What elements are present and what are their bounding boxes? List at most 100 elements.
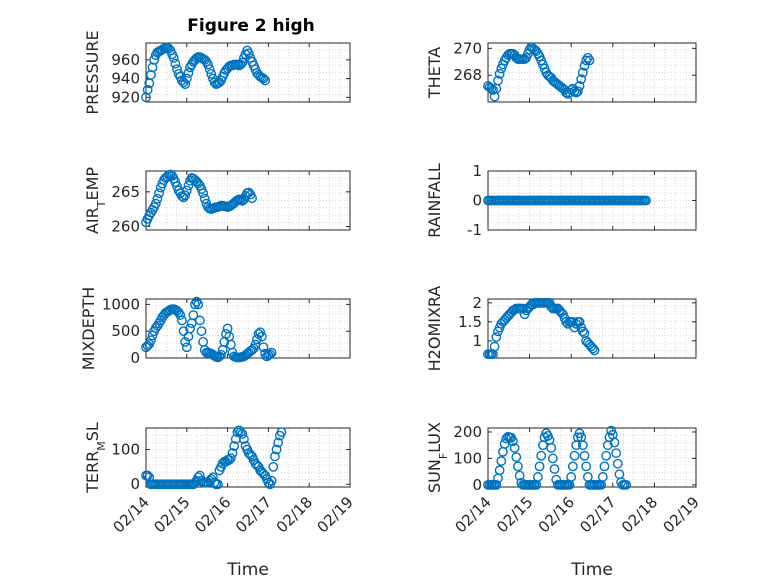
data-point <box>271 444 282 455</box>
data-point <box>263 350 274 361</box>
data-point <box>546 442 557 453</box>
data-point <box>276 427 287 438</box>
data-point <box>599 461 610 472</box>
data-point <box>577 67 588 78</box>
data-point <box>574 316 585 327</box>
y-tick-label: 960 <box>111 51 140 69</box>
x-tick-label: 02/14 <box>452 493 495 536</box>
data-point <box>150 323 161 333</box>
data-point <box>569 86 580 97</box>
y-tick-label: 265 <box>111 183 140 201</box>
data-point <box>614 469 625 480</box>
data-point <box>579 60 590 71</box>
data-point <box>180 337 191 347</box>
data-point <box>141 342 151 353</box>
data-point <box>168 53 179 63</box>
y-tick-label: 0 <box>130 475 140 493</box>
data-point <box>142 340 153 351</box>
y-tick-label: 0 <box>472 476 482 494</box>
axes-box <box>487 298 697 359</box>
data-point <box>243 187 254 198</box>
data-point <box>181 342 192 353</box>
panel-sun_flux: 0 100 200SUNFLUX02/1402/1502/1602/1702/180… <box>425 422 703 580</box>
data-point <box>216 349 226 360</box>
panel-rainfall: -1 0 1 RAINFALL <box>425 162 697 239</box>
x-tick-label: 02/17 <box>232 493 275 536</box>
panel-h2omixra: 11.52 H2OMIXRA <box>425 286 697 372</box>
data-point <box>163 43 174 54</box>
data-point <box>270 451 280 462</box>
data-point <box>181 73 192 84</box>
data-point <box>245 346 256 356</box>
data-point <box>582 52 593 63</box>
data-point <box>266 347 277 358</box>
y-tick-label: -1 <box>467 221 482 239</box>
data-point <box>489 341 500 352</box>
data-point <box>193 299 204 310</box>
data-point <box>258 342 269 353</box>
y-axis-label: H2OMIXRA <box>425 286 444 372</box>
y-axis-label: SUNFLUX <box>425 422 450 493</box>
data-point <box>178 326 189 337</box>
x-tick-label: 02/18 <box>273 493 316 536</box>
data-point <box>536 450 547 461</box>
y-tick-label: 940 <box>111 70 140 88</box>
data-point <box>491 332 502 342</box>
data-point <box>260 75 271 86</box>
data-point <box>170 58 181 69</box>
data-point <box>193 178 204 189</box>
data-point <box>498 446 508 457</box>
data-point <box>577 326 588 337</box>
axes-box <box>487 42 697 103</box>
y-tick-label: 0 <box>472 192 482 210</box>
data-point <box>227 448 238 458</box>
data-point <box>203 59 213 70</box>
data-point <box>145 335 156 346</box>
data-point <box>514 470 525 481</box>
data-point <box>152 193 163 204</box>
data-point <box>247 345 257 355</box>
data-point <box>237 57 248 68</box>
data-point <box>567 461 578 472</box>
data-point <box>186 318 197 329</box>
data-point <box>519 54 530 64</box>
y-tick-label: 1.5 <box>458 313 482 331</box>
data-point <box>221 328 231 339</box>
data-point <box>494 68 505 79</box>
y-axis-label: TERRMSL <box>83 422 108 494</box>
axes-box <box>145 42 351 103</box>
x-axis-label: Time <box>226 560 269 580</box>
data-point <box>243 48 254 59</box>
figure-title: Figure 2 high <box>187 16 315 36</box>
y-tick-label: 1000 <box>102 295 140 313</box>
y-tick-label: 0 <box>130 349 140 367</box>
data-point <box>584 55 595 66</box>
axes-box <box>145 170 351 231</box>
data-point <box>531 46 542 56</box>
data-point <box>206 69 217 79</box>
data-point <box>150 198 161 209</box>
data-point <box>576 74 587 85</box>
data-point <box>265 349 275 360</box>
data-point <box>611 448 622 459</box>
data-point <box>491 479 502 490</box>
data-point <box>494 465 505 476</box>
data-point <box>232 427 243 438</box>
y-axis-label: AIRTEMP <box>83 167 108 234</box>
data-point <box>621 479 632 490</box>
data-point <box>547 453 558 464</box>
axes-box <box>145 427 351 488</box>
y-tick-label: 1 <box>472 332 482 350</box>
data-point <box>177 315 187 326</box>
y-tick-label: 920 <box>111 88 140 106</box>
data-point <box>496 456 507 466</box>
data-point <box>181 185 192 196</box>
data-point <box>577 440 588 451</box>
y-tick-label: 500 <box>111 322 140 340</box>
y-tick-label: 200 <box>453 423 482 441</box>
data-point <box>188 310 199 320</box>
